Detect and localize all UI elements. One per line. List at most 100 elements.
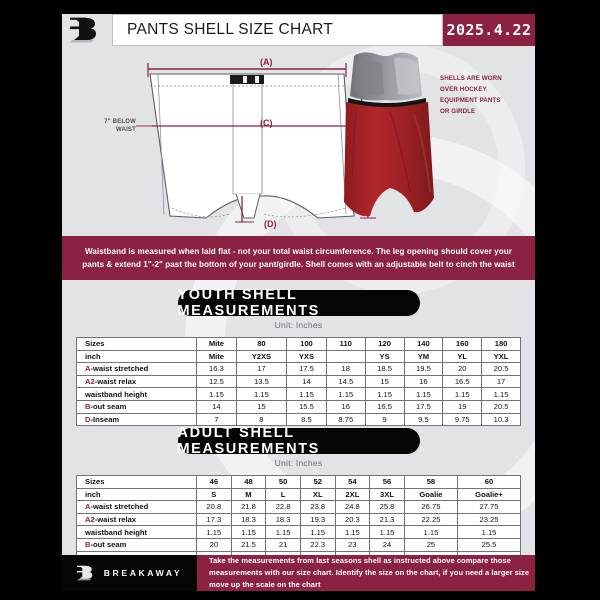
table-cell: 60: [457, 475, 521, 489]
row-label: Sizes: [76, 475, 197, 489]
below-waist-note: 7" BELOW WAIST: [104, 119, 136, 134]
table-cell: 1.15: [299, 525, 336, 539]
table-cell: 26.75: [403, 500, 459, 514]
table-cell: 1.15: [364, 387, 405, 401]
row-label: waistband height: [76, 387, 197, 401]
diagram-label-c: (C): [260, 118, 273, 128]
table-cell: 140: [403, 337, 444, 351]
table-cell: 19.5: [403, 362, 444, 376]
table-cell: YM: [403, 349, 444, 364]
adult-measurements-table: Sizes 46 48 50 52 54 56 58 60 inch S M L XL 2XL 3XL Goal…: [76, 475, 521, 565]
table-row: waistband height 1.15 1.15 1.15 1.15 1.15 1.15…: [76, 525, 521, 539]
table-cell: 20: [196, 537, 232, 552]
table-cell: 1.15: [235, 387, 288, 401]
table-cell: 46: [196, 475, 232, 489]
footer-brand: BREAKAWAY: [62, 555, 197, 591]
table-cell: 1.15: [403, 387, 444, 401]
table-cell: 18.3: [230, 512, 267, 527]
adult-table-wrap: Sizes 46 48 50 52 54 56 58 60 inch S M L XL 2XL 3XL Goal…: [76, 475, 521, 565]
table-cell: 17: [235, 362, 288, 376]
table-row: D-Inseam 7 8 8.5 8.75 9 9.5 9.75 10.3: [76, 412, 521, 427]
youth-section-heading: YOUTH SHELL MEASUREMENTS: [177, 287, 420, 319]
table-cell: YXL: [481, 349, 521, 364]
table-cell: 23.25: [457, 512, 521, 527]
product-photo: [344, 52, 434, 217]
table-cell: 9.75: [442, 412, 483, 427]
table-cell: 19.3: [299, 512, 336, 527]
table-cell: 25.8: [369, 500, 405, 514]
table-cell: 16.5: [442, 374, 483, 389]
adult-section-heading: ADULT SHELL MEASUREMENTS: [177, 425, 420, 457]
table-cell: 23: [334, 537, 371, 552]
table-cell: Y2XS: [235, 349, 288, 364]
table-cell: 23.8: [299, 500, 336, 514]
row-key: B: [85, 402, 91, 412]
table-cell: 17.3: [196, 512, 232, 527]
table-cell: 8.75: [325, 412, 366, 427]
table-cell: 12.5: [196, 374, 237, 389]
size-chart-page: PANTS SHELL SIZE CHART 2025.4.22: [62, 14, 535, 591]
table-cell: 1.15: [442, 387, 483, 401]
table-cell: 8: [235, 412, 288, 427]
table-cell: YXS: [286, 349, 327, 364]
row-label: waistband height: [76, 525, 197, 539]
table-cell: YS: [364, 349, 405, 364]
row-label: A-waist stretched: [76, 500, 197, 514]
table-cell: 9.5: [403, 412, 444, 427]
table-row: A2-waist relax 17.3 18.3 18.3 19.3 20.3 21.3 22…: [76, 512, 521, 527]
table-row: inch S M L XL 2XL 3XL Goalie Goalie+: [76, 487, 521, 502]
table-cell: 21.8: [230, 500, 267, 514]
row-key: B: [85, 540, 91, 550]
table-cell: 3XL: [369, 487, 405, 502]
table-cell: 1.15: [286, 387, 327, 401]
table-cell: 22.25: [403, 512, 459, 527]
table-cell: 16.5: [364, 399, 405, 414]
table-cell: 14.5: [325, 374, 366, 389]
adult-unit-label: Unit: Inches: [274, 458, 323, 468]
date-text: 2025.4.22: [446, 21, 532, 39]
adult-section: ADULT SHELL MEASUREMENTS Unit: Inches: [62, 425, 535, 471]
table-row: B-out seam 14 15 15.5 16 16.5 17.5 19 20.5: [76, 399, 521, 414]
diagram-label-d: (D): [264, 219, 277, 229]
footer-brand-name: BREAKAWAY: [103, 568, 183, 578]
table-cell: 180: [481, 337, 521, 351]
youth-table-wrap: Sizes Mite 80 100 110 120 140 160 180 inch Mite Y2X…: [76, 337, 521, 427]
table-row: inch Mite Y2XS YXS YS YM YL YXL: [76, 349, 521, 364]
breakaway-b-icon: [70, 17, 96, 43]
table-row: Sizes Mite 80 100 110 120 140 160 180: [76, 337, 521, 351]
table-cell: 160: [442, 337, 483, 351]
youth-section: YOUTH SHELL MEASUREMENTS Unit: Inches: [62, 287, 535, 333]
table-row: Sizes 46 48 50 52 54 56 58 60: [76, 475, 521, 489]
table-row: B-out seam 20 21.5 21 22.3 23 24 25 25.5: [76, 537, 521, 552]
table-cell: 15: [364, 374, 405, 389]
table-cell: 1.15: [230, 525, 267, 539]
brand-logo: [62, 14, 112, 46]
table-row: A2-waist relax 12.5 13.5 14 14.5 15 16 16.5 17: [76, 374, 521, 389]
table-cell: 17: [481, 374, 521, 389]
page-title: PANTS SHELL SIZE CHART: [127, 21, 334, 38]
table-cell: 100: [286, 337, 327, 351]
table-cell: 1.15: [481, 387, 521, 401]
table-cell: 21.3: [369, 512, 405, 527]
row-label: D-Inseam: [76, 412, 197, 427]
table-cell: 15: [235, 399, 288, 414]
table-cell: 1.15: [265, 525, 301, 539]
breakaway-b-icon-footer: [76, 565, 93, 581]
table-cell: 16: [325, 399, 366, 414]
table-cell: 22.3: [299, 537, 336, 552]
row-label: inch: [76, 487, 197, 502]
youth-heading-text: YOUTH SHELL MEASUREMENTS: [177, 287, 320, 319]
table-cell: L: [265, 487, 301, 502]
table-cell: M: [230, 487, 267, 502]
row-label: B-out seam: [76, 399, 197, 414]
table-cell: 14: [196, 399, 237, 414]
table-cell: 27.75: [457, 500, 521, 514]
table-cell: 50: [265, 475, 301, 489]
adult-heading-text: ADULT SHELL MEASUREMENTS: [177, 425, 320, 457]
table-cell: 22.8: [265, 500, 301, 514]
row-label: A2-waist relax: [76, 374, 197, 389]
table-cell: 20.5: [481, 362, 521, 376]
table-cell: 54: [334, 475, 371, 489]
table-cell: S: [196, 487, 232, 502]
table-cell: 1.15: [325, 387, 366, 401]
